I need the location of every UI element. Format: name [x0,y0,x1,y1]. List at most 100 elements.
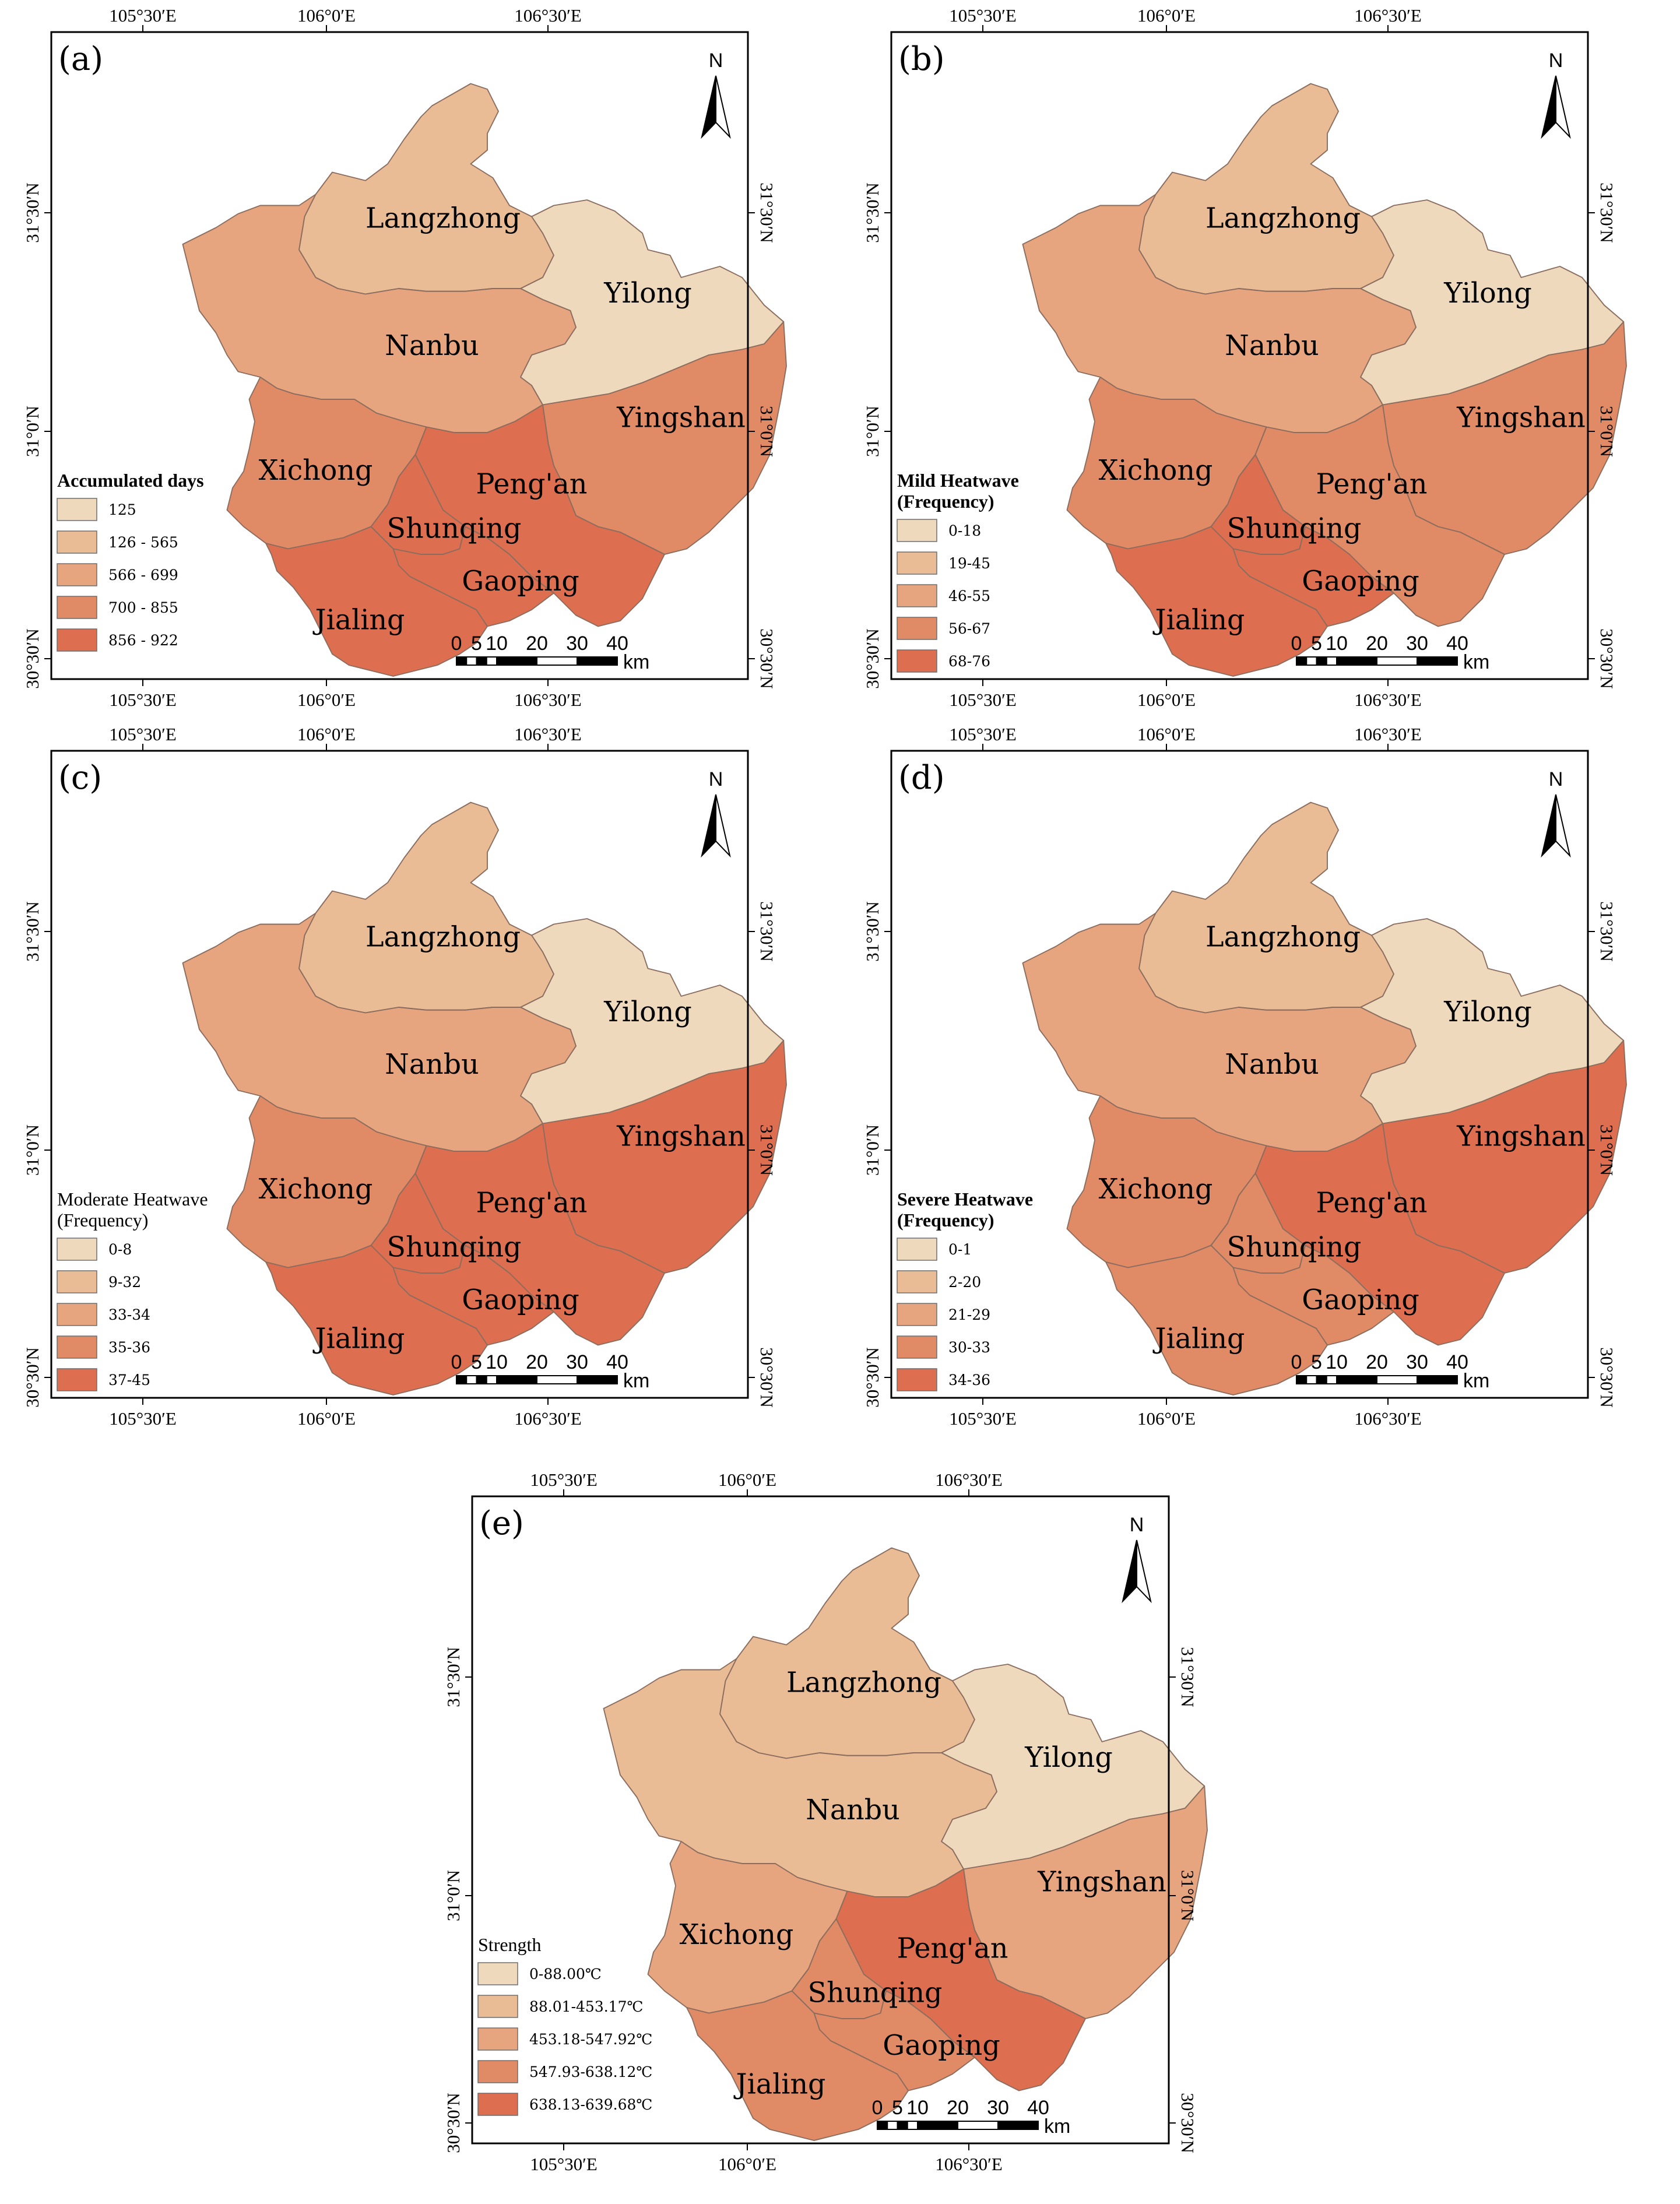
legend-item-label: 0-1 [948,1241,972,1258]
lat-label-right: 30°30′N [1597,628,1617,689]
legend-swatch [57,1368,97,1391]
lat-label-right: 31°0′N [1597,1124,1617,1176]
legend-item-label: 2-20 [948,1274,981,1291]
map-layer: Langzhong Yilong Nanbu Yingshan Xichong Peng'… [182,802,787,1395]
lat-label-right: 30°30′N [1597,1347,1617,1408]
scale-label: 20 [947,2097,969,2119]
county-label-langzhong: Langzhong [365,922,521,954]
lat-label-right: 31°30′N [1597,901,1617,962]
north-arrow-icon: N [701,768,731,858]
panel-label: (e) [479,1505,524,1542]
scale-label: 10 [1326,632,1348,655]
scale-label: 10 [906,2097,929,2119]
map-layer: Langzhong Yilong Nanbu Yingshan Xichong Peng'… [182,83,787,677]
legend-swatch [897,1238,937,1261]
county-label-shunqing: Shunqing [1227,1232,1362,1264]
scale-label: 5 [892,2097,903,2119]
scale-label: 40 [1446,632,1468,655]
lon-label-top: 105°30′E [109,724,177,744]
north-arrow-icon: N [1122,1514,1152,1604]
lat-label-left: 31°0′N [22,406,43,457]
county-label-pengan: Peng'an [476,1187,588,1219]
legend-swatch [477,2093,518,2116]
legend-item-label: 0-88.00℃ [529,1966,602,1982]
county-langzhong [719,1547,975,1759]
lon-label-top: 106°30′E [514,724,582,744]
legend-title: (Frequency) [897,491,994,512]
legend-item-label: 856 - 922 [108,632,178,649]
county-label-yilong: Yilong [603,277,692,310]
legend-item-label: 37-45 [108,1372,150,1389]
legend-item-label: 33-34 [108,1306,150,1323]
lat-label-left: 31°0′N [862,1124,883,1176]
map-frame [50,750,749,1399]
lon-label-top: 105°30′E [949,5,1017,26]
legend-swatch [897,584,937,607]
scale-label: 20 [1366,632,1388,655]
north-label: N [1549,50,1563,72]
scale-label: 0 [872,2097,883,2119]
map-svg: Langzhong Yilong Nanbu Yingshan Xichong Peng'… [22,724,787,1429]
legend-swatch [477,1995,518,2018]
legend-item-label: 566 - 699 [108,567,178,583]
map-layer: Langzhong Yilong Nanbu Yingshan Xichong Peng'… [1022,802,1627,1395]
scale-label: 20 [526,632,548,655]
county-label-yilong: Yilong [1443,277,1532,310]
lat-label-left: 30°30′N [862,1347,883,1408]
map-frame [890,31,1589,680]
scale-unit: km [623,1370,649,1392]
legend-swatch [57,530,97,554]
county-label-shunqing: Shunqing [387,1232,522,1264]
north-label: N [1549,768,1563,790]
lat-label-left: 30°30′N [862,628,883,689]
lat-label-right: 31°0′N [1597,406,1617,457]
county-jialing [265,526,488,677]
legend-swatch [57,1238,97,1261]
scale-label: 30 [1406,1351,1428,1373]
county-label-yilong: Yilong [1024,1742,1113,1774]
county-label-shunqing: Shunqing [1227,513,1362,545]
county-label-xichong: Xichong [1099,1173,1213,1205]
scale-label: 30 [1406,632,1428,655]
map-layer: Langzhong Yilong Nanbu Yingshan Xichong Peng'… [1022,83,1627,677]
lat-label-left: 31°0′N [862,406,883,457]
lon-label-top: 106°0′E [1137,5,1196,26]
panel-c: Langzhong Yilong Nanbu Yingshan Xichong Peng'… [0,719,840,1437]
legend-item-label: 0-18 [948,522,981,539]
legend-title: Strength [478,1934,541,1955]
county-jialing [265,1245,488,1395]
lon-label-top: 106°30′E [514,5,582,26]
scale-label: 5 [1311,1351,1322,1373]
legend: Moderate Heatwave(Frequency) 0-8 9-32 33-34… [57,1189,208,1391]
legend-swatch [477,2060,518,2083]
lat-label-right: 31°30′N [757,901,777,962]
scale-label: 10 [486,1351,508,1373]
legend-swatch [897,617,937,640]
legend-swatch [57,498,97,521]
lat-label-left: 31°30′N [22,901,43,962]
county-label-yingshan: Yingshan [616,402,746,434]
legend-swatch [57,1303,97,1326]
legend-swatch [897,649,937,673]
north-arrow-icon: N [1541,768,1571,858]
panel-label: (b) [898,40,945,78]
county-jialing [686,1990,909,2141]
lon-label-bottom: 106°30′E [514,690,582,710]
scale-label: 5 [471,632,482,655]
legend-item-label: 68-76 [948,653,990,670]
scale-label: 40 [606,632,628,655]
scale-label: 40 [606,1351,628,1373]
county-label-gaoping: Gaoping [462,1284,579,1316]
map-svg: Langzhong Yilong Nanbu Yingshan Xichong Peng'… [443,1470,1208,2174]
map-svg: Langzhong Yilong Nanbu Yingshan Xichong Peng'… [862,5,1627,710]
scale-label: 30 [987,2097,1009,2119]
county-label-xichong: Xichong [680,1919,794,1951]
panel-label: (d) [898,759,945,797]
lon-label-top: 105°30′E [949,724,1017,744]
lon-label-bottom: 106°0′E [1137,690,1196,710]
county-label-pengan: Peng'an [476,469,588,501]
scale-label: 0 [1291,1351,1302,1373]
